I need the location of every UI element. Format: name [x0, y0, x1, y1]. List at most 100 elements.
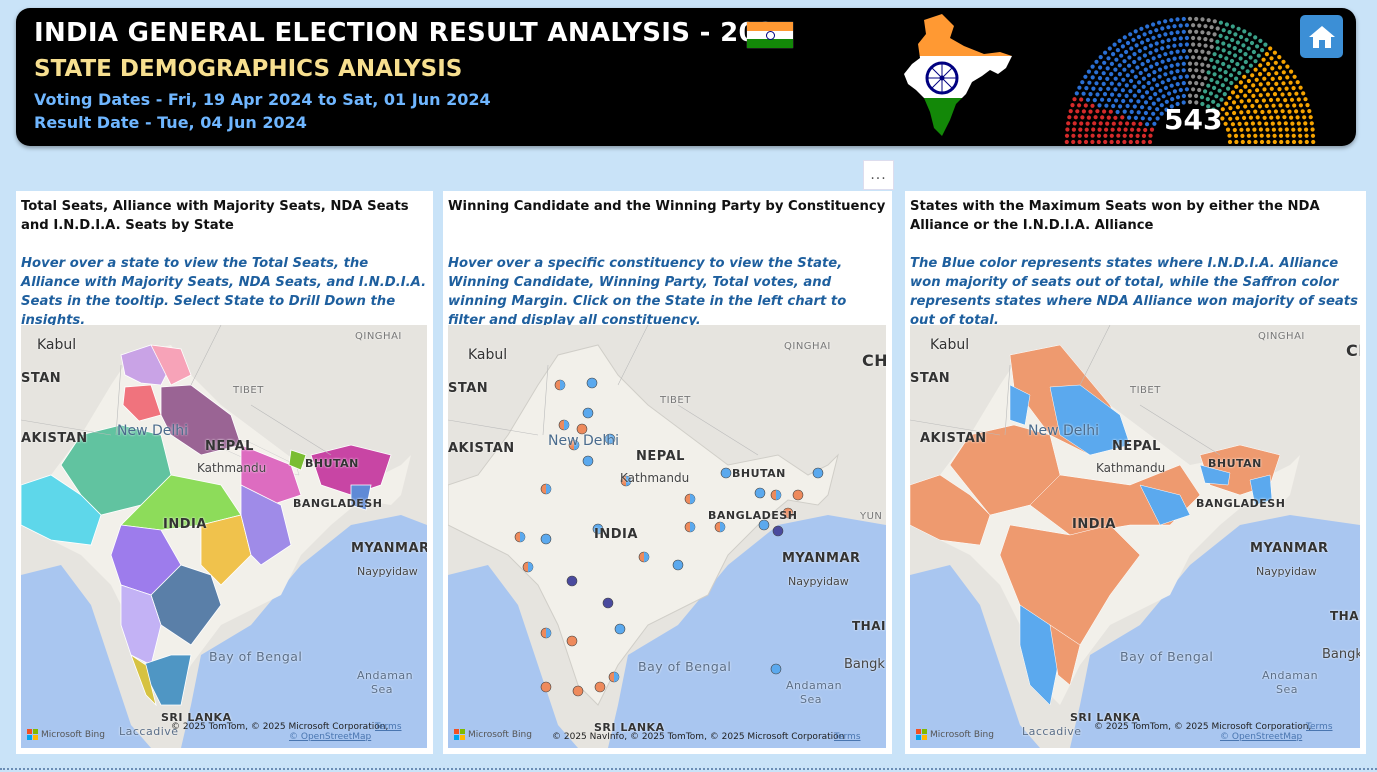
map-label: STAN: [910, 371, 951, 386]
map-label: NEPAL: [1112, 439, 1161, 454]
seat-dot: [1095, 109, 1100, 114]
seat-dot: [1175, 95, 1181, 100]
seat-dot: [1243, 93, 1248, 98]
seat-dot: [1104, 103, 1109, 108]
seat-dot: [1305, 103, 1310, 108]
seat-dot: [1264, 103, 1269, 109]
seat-dot: [1091, 86, 1096, 91]
seat-dot: [1235, 116, 1240, 121]
seat-dot: [1136, 110, 1141, 115]
seat-dot: [1289, 69, 1294, 74]
seat-dot: [1194, 100, 1199, 105]
osm-link[interactable]: © OpenStreetMap: [289, 732, 372, 742]
seat-dot: [1230, 90, 1236, 95]
map-label: Naypyidaw: [357, 565, 418, 578]
seat-dot: [1235, 62, 1240, 67]
state-region: [150, 344, 192, 386]
seat-dot: [1284, 127, 1289, 132]
seat-dot: [1184, 35, 1189, 41]
result-date: Result Date - Tue, 04 Jun 2024: [34, 113, 307, 132]
constituency-marker: [566, 575, 578, 587]
seat-dot: [1287, 92, 1292, 97]
page-divider: [0, 768, 1377, 770]
seat-dot: [1145, 122, 1150, 127]
seat-dot: [1244, 121, 1249, 126]
seat-dot: [1172, 43, 1177, 48]
seat-dot: [1232, 110, 1237, 116]
state-region: [240, 444, 302, 506]
seat-dot: [1147, 116, 1152, 121]
seat-dot: [1218, 33, 1223, 38]
seat-dot: [1263, 42, 1268, 47]
seat-dot: [1154, 41, 1159, 46]
seat-dot: [1211, 107, 1216, 112]
seat-dot: [1269, 56, 1274, 61]
seat-dot: [1269, 115, 1274, 120]
more-options-button[interactable]: ...: [863, 160, 894, 190]
majority-alliance-map[interactable]: Kabul STAN AKISTAN QINGHAI CH TIBET New …: [910, 325, 1360, 748]
map-copyright: © 2025 NavInfo, © 2025 TomTom, © 2025 Mi…: [552, 732, 845, 742]
constituency-marker: [594, 681, 606, 693]
seat-dot: [1127, 115, 1132, 120]
seat-dot: [1310, 133, 1316, 138]
seat-dot: [1254, 98, 1259, 104]
seat-dot: [1234, 139, 1239, 144]
seat-dot: [1223, 77, 1229, 82]
seat-dot: [1238, 56, 1243, 61]
seat-dot: [1145, 37, 1150, 43]
seat-dot: [1108, 109, 1113, 114]
constituency-marker: [540, 533, 552, 545]
seat-dot: [1139, 26, 1144, 31]
panel-title: Total Seats, Alliance with Majority Seat…: [21, 199, 409, 233]
seat-dot: [1244, 37, 1249, 42]
seat-dot: [1215, 80, 1220, 85]
map-label: Bangk: [1322, 647, 1360, 662]
seat-dot: [1170, 97, 1175, 102]
seat-dot: [1264, 121, 1269, 126]
seat-dot: [1218, 54, 1223, 59]
seat-dot: [1235, 105, 1240, 110]
page-title: INDIA GENERAL ELECTION RESULT ANALYSIS -…: [34, 18, 794, 48]
seat-dot: [1178, 42, 1183, 47]
seat-dot: [1250, 103, 1255, 109]
seat-dot: [1178, 23, 1183, 28]
seat-dot: [1128, 98, 1134, 103]
terms-link[interactable]: Terms: [1306, 722, 1333, 732]
seat-dot: [1251, 49, 1256, 55]
seat-dot: [1091, 127, 1096, 132]
map-label: CH: [862, 351, 886, 370]
seat-dot: [1191, 55, 1196, 60]
seat-dot: [1113, 67, 1118, 72]
seat-dot: [1088, 92, 1093, 97]
seat-dot: [1291, 86, 1296, 91]
seat-dot: [1232, 46, 1237, 51]
osm-link[interactable]: © OpenStreetMap: [1220, 732, 1303, 742]
seat-dot: [1197, 87, 1202, 93]
map-label: Andaman: [786, 679, 843, 692]
terms-link[interactable]: Terms: [834, 732, 861, 742]
seat-dot: [1080, 115, 1085, 120]
constituency-marker: [684, 521, 696, 533]
seat-dot: [1155, 107, 1160, 112]
seat-dot: [1128, 32, 1133, 37]
map-label: Andaman: [1262, 669, 1319, 682]
constituency-marker: [572, 685, 584, 697]
constituency-map[interactable]: Kabul STAN AKISTAN QINGHAI CH TIBET New …: [448, 325, 886, 748]
seat-dot: [1262, 67, 1267, 72]
seat-dot: [1298, 133, 1303, 138]
seat-dot: [1125, 40, 1131, 46]
terms-link[interactable]: Terms: [375, 722, 402, 732]
seat-dot: [1074, 91, 1079, 96]
seat-dot: [1077, 85, 1082, 90]
seat-dot: [1191, 74, 1196, 79]
seat-dot: [1246, 98, 1252, 103]
seat-dot: [1137, 89, 1142, 94]
seat-dot: [1163, 85, 1168, 90]
seat-dot: [1117, 127, 1122, 132]
seat-dot: [1242, 115, 1247, 120]
home-button[interactable]: [1300, 15, 1343, 58]
state-seats-map[interactable]: Kabul STAN AKISTAN QINGHAI TIBET New Del…: [21, 325, 427, 748]
seat-dot: [1281, 70, 1286, 75]
seat-dot: [1197, 42, 1202, 47]
seat-dot: [1222, 92, 1227, 97]
